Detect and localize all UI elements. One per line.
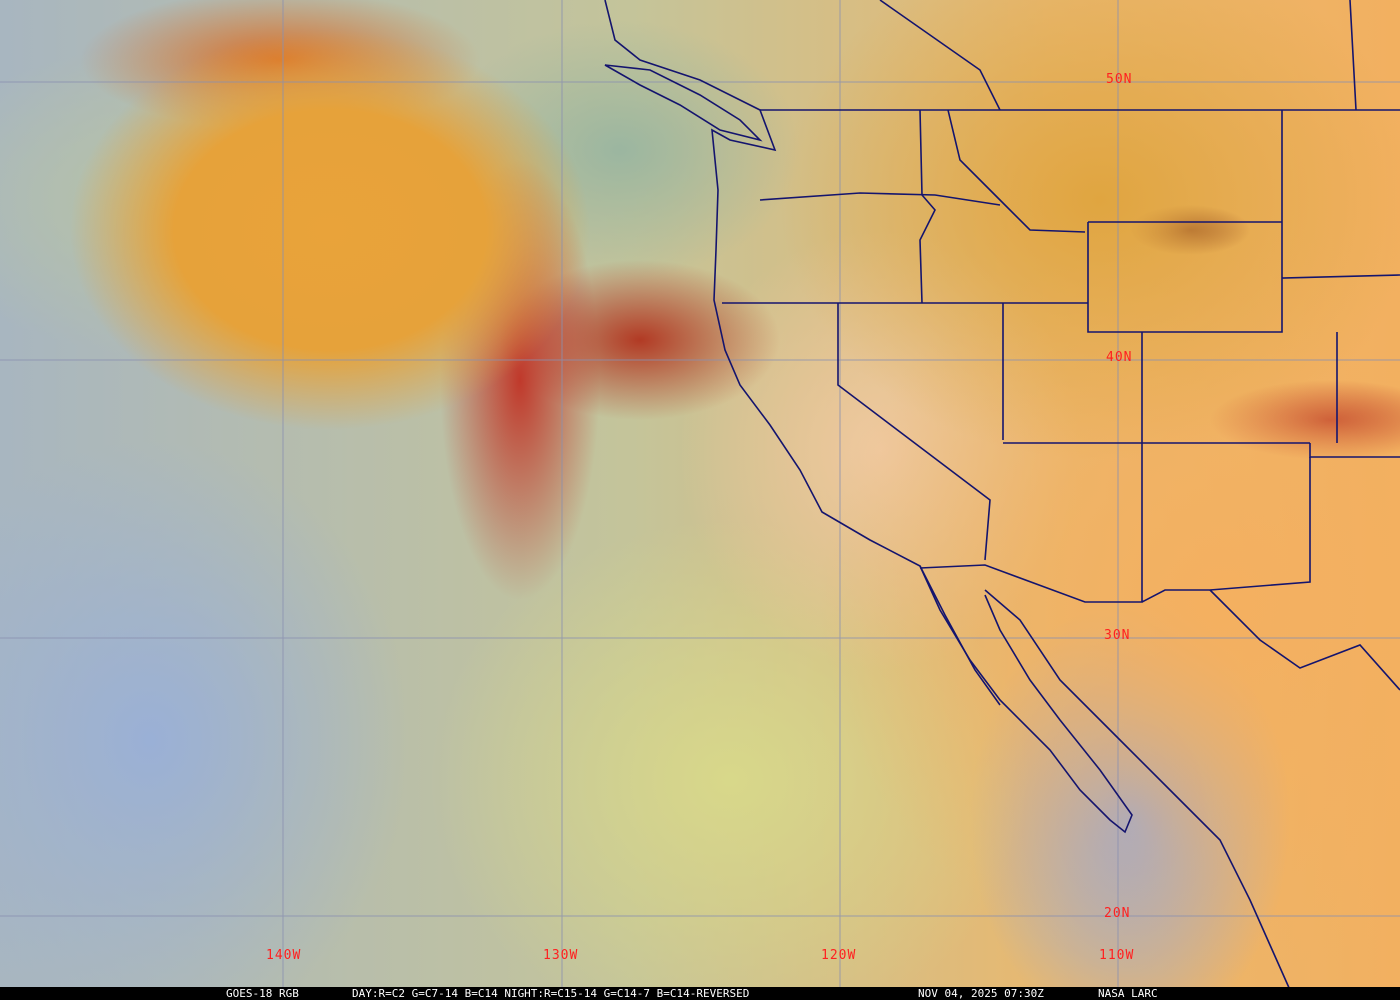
lat-label-30n: 30N [1104,628,1131,643]
us-mexico-border-east [1209,589,1400,691]
arizona-newmexico [919,443,1311,603]
vancouver-island [604,64,763,142]
lat-label-40n: 40N [1106,350,1133,365]
baja-california [919,565,1133,834]
mexico-mainland-coast [984,589,1291,991]
caption-timestamp: NOV 04, 2025 07:30Z [918,987,1044,1000]
caption-bar: GOES-18 RGB DAY:R=C2 G=C7-14 B=C14 NIGHT… [0,987,1400,1000]
lon-label-120w: 120W [821,948,857,963]
california-nevada [837,303,1004,561]
lat-label-20n: 20N [1104,906,1131,921]
lon-label-110w: 110W [1099,948,1135,963]
caption-satellite: GOES-18 RGB [226,987,299,1000]
lon-label-140w: 140W [266,948,302,963]
coastline [604,0,1001,706]
lat-label-50n: 50N [1106,72,1133,87]
utah-wyoming-colorado [1003,110,1400,458]
lon-label-130w: 130W [543,948,579,963]
idaho [919,109,1086,304]
canada-provinces [879,0,1357,111]
caption-recipe: DAY:R=C2 G=C7-14 B=C14 NIGHT:R=C15-14 G=… [352,987,750,1000]
washington-oregon [759,192,1001,206]
caption-credit: NASA LARC [1098,987,1158,1000]
